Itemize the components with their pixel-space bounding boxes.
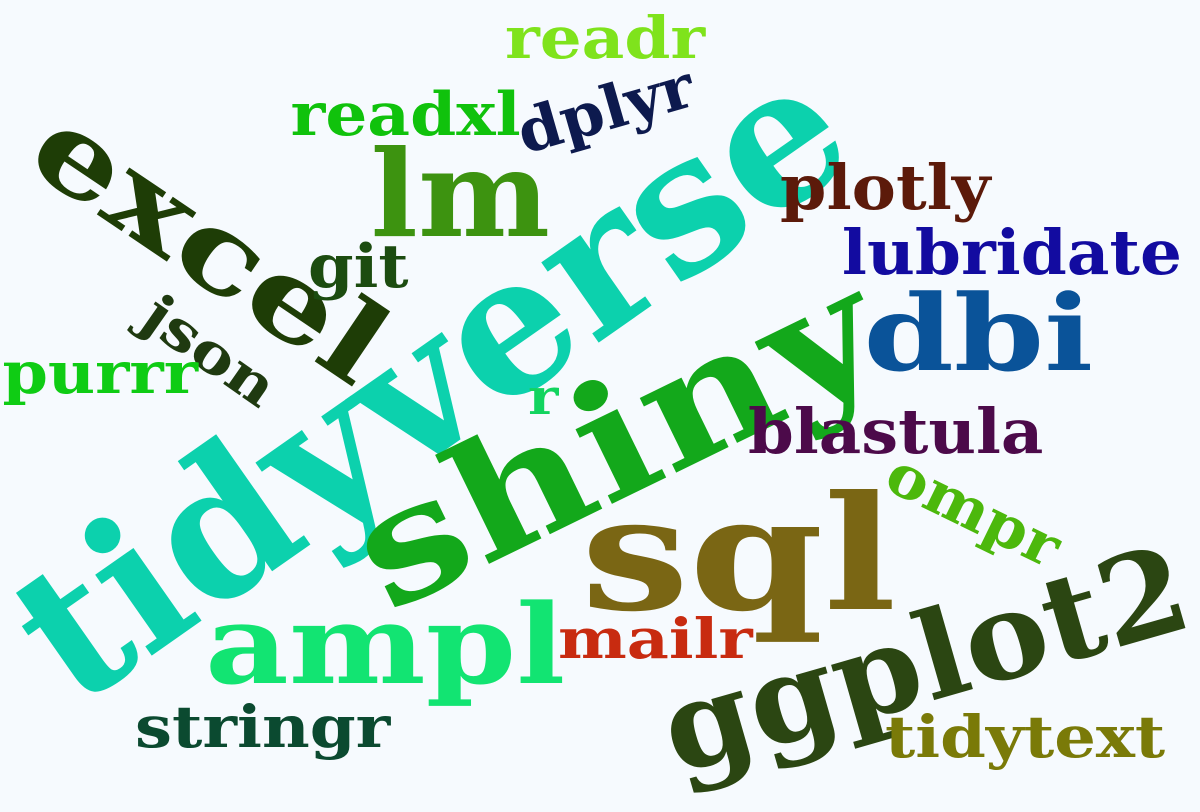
- word-stringr: stringr: [134, 693, 390, 761]
- word-readxl: readxl: [290, 80, 521, 150]
- word-purrr: purrr: [2, 339, 198, 407]
- word-tidytext: tidytext: [884, 703, 1166, 771]
- word-mailr: mailr: [557, 605, 753, 671]
- word-ampl: ampl: [205, 580, 566, 709]
- word-lubridate: lubridate: [841, 216, 1182, 289]
- word-sql: sql: [580, 462, 896, 647]
- word-blastula: blastula: [747, 395, 1043, 468]
- word-dbi: dbi: [863, 270, 1093, 395]
- word-r: r: [527, 367, 559, 426]
- word-lm: lm: [370, 124, 550, 265]
- word-readr: readr: [505, 4, 706, 72]
- word-plotly: plotly: [780, 151, 991, 224]
- word-git: git: [307, 232, 409, 302]
